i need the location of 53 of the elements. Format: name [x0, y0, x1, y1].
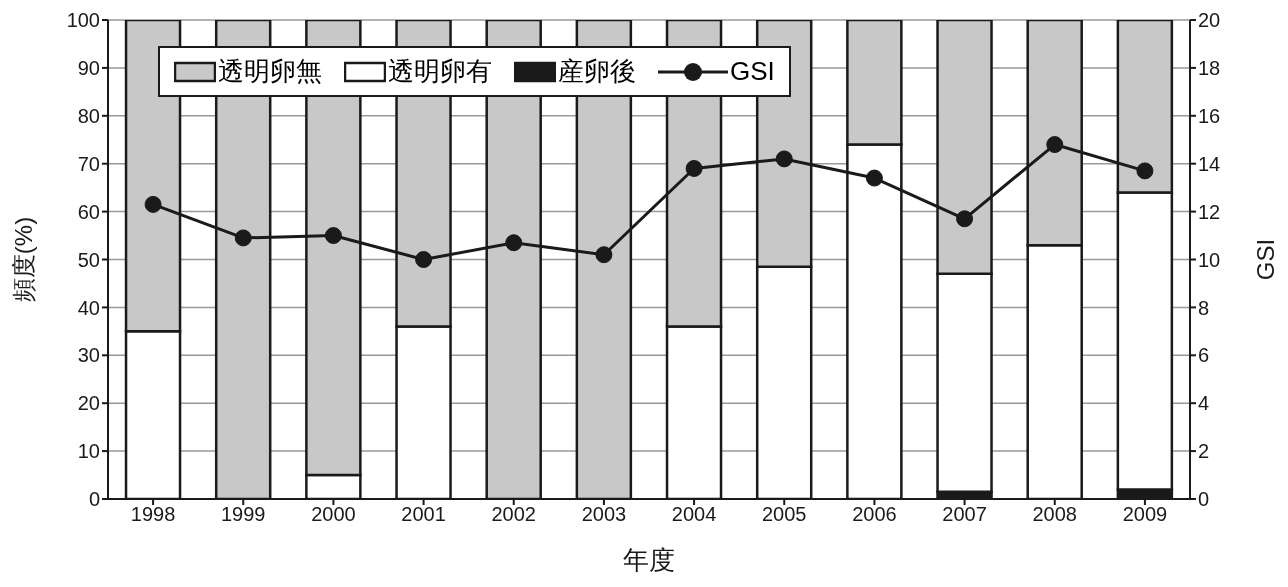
y2-tick-label: 0 [1198, 488, 1210, 511]
y-tick-label: 10 [77, 440, 100, 463]
point [415, 251, 433, 268]
x-tick-label: 2001 [401, 503, 446, 526]
x-tick-label: 2002 [491, 503, 536, 526]
point [685, 159, 703, 177]
y-tick-label: 20 [77, 392, 100, 415]
point [234, 229, 252, 247]
x-tick-label: 2009 [1122, 503, 1168, 526]
x-tick-label: 1998 [130, 503, 176, 526]
x-tick-label: 2006 [852, 503, 897, 526]
point [865, 169, 883, 187]
y2-tick-label: 6 [1198, 344, 1210, 367]
point [324, 227, 342, 245]
point [1136, 162, 1154, 180]
y2-tick-label: 10 [1198, 248, 1221, 271]
y2-tick-label: 20 [1198, 9, 1221, 32]
y-tick-label: 40 [77, 296, 100, 319]
y-tick-label: 60 [77, 200, 100, 223]
point [505, 234, 523, 252]
x-tick-label: 2005 [762, 503, 807, 526]
point [595, 246, 613, 264]
y2-tick-label: 12 [1198, 200, 1221, 223]
point [775, 150, 793, 168]
y-tick-label: 50 [77, 248, 100, 271]
x-tick-label: 1999 [221, 503, 266, 526]
y2-tick-label: 18 [1198, 57, 1221, 79]
point [956, 210, 974, 228]
legend-label: GSI [730, 56, 775, 87]
y2-tick-label: 14 [1198, 152, 1221, 175]
legend-label: 産卵後 [558, 55, 636, 88]
y-tick-label: 100 [66, 9, 100, 32]
legend-label: 透明卵無 [218, 55, 322, 88]
point [1046, 136, 1064, 154]
legend-label: 透明卵有 [388, 55, 492, 88]
y2-axis-title: GSI [1251, 238, 1279, 281]
y-tick-label: 0 [88, 488, 100, 511]
x-tick-label: 2004 [671, 503, 717, 526]
y-tick-label: 70 [77, 152, 100, 175]
y-axis-title: 頻度(%) [9, 216, 37, 303]
y2-tick-label: 16 [1198, 104, 1221, 127]
x-tick-label: 2007 [942, 503, 987, 526]
y-tick-label: 90 [77, 57, 100, 79]
y2-tick-label: 2 [1198, 440, 1210, 463]
x-tick-label: 2003 [581, 503, 627, 526]
y2-tick-label: 8 [1198, 296, 1210, 319]
x-tick-label: 2008 [1032, 503, 1077, 526]
y-tick-label: 80 [77, 104, 100, 127]
y2-tick-label: 4 [1198, 392, 1210, 415]
x-axis-title: 年度 [623, 545, 675, 575]
x-tick-label: 2000 [311, 503, 356, 526]
point [144, 195, 162, 213]
y-tick-label: 30 [77, 344, 100, 367]
